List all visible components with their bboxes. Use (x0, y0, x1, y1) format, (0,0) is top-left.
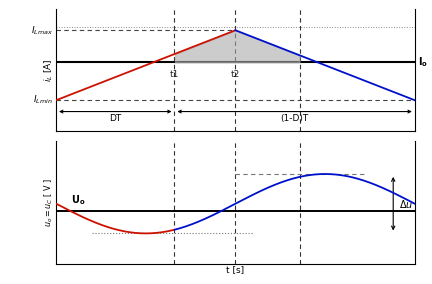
Y-axis label: $i_L$ [A]: $i_L$ [A] (42, 58, 55, 82)
Text: $I_{Lmin}$: $I_{Lmin}$ (33, 94, 53, 106)
Text: DT: DT (109, 114, 121, 123)
Text: t1: t1 (170, 70, 179, 79)
Text: $\mathbf{I_o}$: $\mathbf{I_o}$ (418, 55, 429, 69)
Text: (1-D)T: (1-D)T (280, 114, 309, 123)
Text: t2: t2 (231, 70, 240, 79)
X-axis label: t [s]: t [s] (226, 266, 245, 275)
Y-axis label: $u_o = u_C$ [ V ]: $u_o = u_C$ [ V ] (42, 178, 55, 227)
Text: $\Delta u$: $\Delta u$ (399, 198, 413, 210)
Text: $I_{Lmax}$: $I_{Lmax}$ (31, 24, 53, 37)
Text: $\mathbf{U_o}$: $\mathbf{U_o}$ (70, 193, 85, 207)
